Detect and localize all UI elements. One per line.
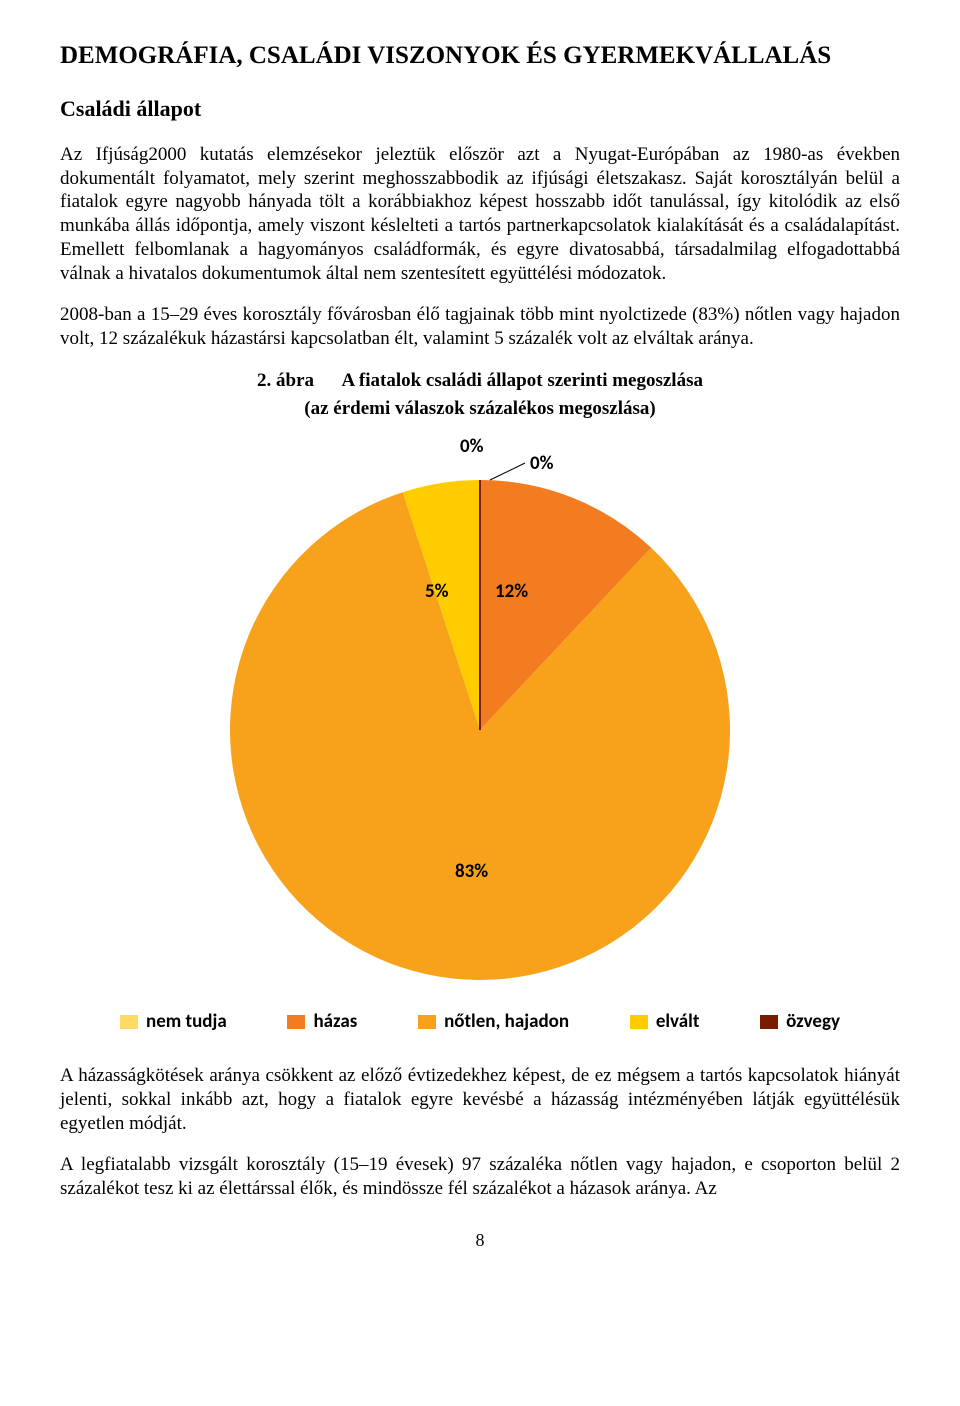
legend-label: házas <box>313 1010 357 1034</box>
legend-swatch <box>120 1015 138 1029</box>
section-heading: Családi állapot <box>60 95 900 123</box>
page-number: 8 <box>60 1229 900 1252</box>
chart-title-main: A fiatalok családi állapot szerinti mego… <box>341 370 703 391</box>
pie-chart: 0% 0% 12% 5% 83% <box>200 430 760 990</box>
pie-label-elvalt: 5% <box>425 580 448 604</box>
page-title: DEMOGRÁFIA, CSALÁDI VISZONYOK ÉS GYERMEK… <box>60 40 900 71</box>
pie-chart-block: 2. ábra A fiatalok családi állapot szeri… <box>120 369 840 1034</box>
legend-label: nőtlen, hajadon <box>444 1010 569 1034</box>
legend-item-elvalt: elvált <box>630 1010 700 1034</box>
legend-item-notlen: nőtlen, hajadon <box>418 1010 569 1034</box>
legend-swatch <box>760 1015 778 1029</box>
legend-swatch <box>418 1015 436 1029</box>
legend-item-nemtudja: nem tudja <box>120 1010 227 1034</box>
paragraph-2: 2008-ban a 15–29 éves korosztály főváros… <box>60 303 900 351</box>
chart-title-prefix: 2. ábra <box>257 370 314 391</box>
paragraph-1: Az Ifjúság2000 kutatás elemzésekor jelez… <box>60 143 900 286</box>
pie-label-zero-b: 0% <box>530 452 553 476</box>
chart-subtitle: (az érdemi válaszok százalékos megoszlás… <box>120 397 840 421</box>
legend-swatch <box>630 1015 648 1029</box>
legend-label: özvegy <box>786 1010 840 1034</box>
paragraph-3: A házasságkötések aránya csökkent az elő… <box>60 1064 900 1135</box>
pie-label-hazas: 12% <box>495 580 528 604</box>
pie-label-notlen: 83% <box>455 860 488 884</box>
legend-item-ozvegy: özvegy <box>760 1010 840 1034</box>
legend-label: elvált <box>656 1010 700 1034</box>
chart-title: 2. ábra A fiatalok családi állapot szeri… <box>120 369 840 393</box>
legend-item-hazas: házas <box>287 1010 357 1034</box>
legend-swatch <box>287 1015 305 1029</box>
pie-label-zero-a: 0% <box>460 435 483 459</box>
legend-label: nem tudja <box>146 1010 227 1034</box>
chart-legend: nem tudja házas nőtlen, hajadon elvált ö… <box>120 1010 840 1034</box>
paragraph-4: A legfiatalabb vizsgált korosztály (15–1… <box>60 1153 900 1201</box>
pie-svg <box>200 430 760 990</box>
